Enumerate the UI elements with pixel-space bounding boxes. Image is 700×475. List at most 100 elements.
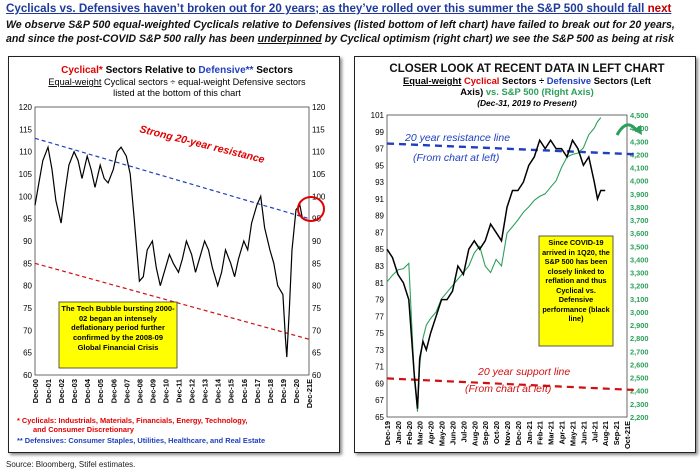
- right-support-label: 20 year support line: [477, 366, 570, 378]
- right-y2tick-label: 3,900: [630, 190, 649, 199]
- right-chart-title: CLOSER LOOK AT RECENT DATA IN LEFT CHART: [389, 63, 664, 75]
- left-xtick-label: Dec-12: [188, 379, 197, 403]
- right-plot-area: 65 67 69 71 73 75 77 79 81 83 85 87 89 91 93 95 97 99 101 2…: [371, 111, 649, 449]
- right-ytick-label: 95: [375, 161, 384, 170]
- right-y2tick-label: 3,700: [630, 216, 649, 225]
- left-support-line: [34, 262, 310, 340]
- right-xtick-label: Sep-21: [612, 421, 621, 445]
- right-ytick-label: 71: [375, 363, 384, 372]
- left-xtick-label: Dec-01: [44, 379, 53, 403]
- left-ytick-label-right: 100: [312, 192, 326, 201]
- right-y2tick-label: 2,500: [630, 374, 649, 383]
- left-xtick-label: Dec-11: [175, 379, 184, 403]
- right-plot-frame: [386, 114, 628, 418]
- right-xtick-label: Jan-21: [525, 421, 534, 444]
- left-ytick-label: 105: [19, 170, 33, 179]
- right-xtick-label: Apr-21: [558, 421, 567, 444]
- right-xtick-label: Jun-20: [448, 421, 457, 445]
- right-y2tick-label: 2,600: [630, 360, 649, 369]
- right-chart-subtitle-2: Axis) vs. S&P 500 (Right Axis): [460, 86, 593, 97]
- right-xtick-label: Feb-21: [536, 421, 545, 445]
- right-chart-panel: CLOSER LOOK AT RECENT DATA IN LEFT CHART…: [354, 56, 696, 453]
- footnote-defensives: ** Defensives: Consumer Staples, Utiliti…: [17, 436, 265, 445]
- left-xtick-label: Dec-09: [148, 379, 157, 403]
- left-ytick-label-right: 80: [312, 282, 321, 291]
- right-ytick-label: 87: [375, 228, 384, 237]
- right-ytick-label: 91: [375, 195, 384, 204]
- left-xtick-label: Dec-17: [253, 379, 262, 403]
- left-xtick-label: Dec-21E: [305, 379, 314, 408]
- left-chart-subtitle: Equal-weight Cyclical sectors ÷ equal-we…: [48, 77, 306, 87]
- left-chart-subtitle-2: listed at the bottom of this chart: [113, 88, 241, 98]
- left-xtick-label: Dec-08: [135, 379, 144, 403]
- right-callout-box: [538, 235, 614, 347]
- left-ytick-label: 120: [19, 103, 33, 112]
- right-xtick-label: Aug-20: [470, 421, 479, 446]
- right-y2tick-label: 2,200: [630, 413, 649, 422]
- right-resistance-label: 20 year resistance line: [404, 132, 510, 144]
- right-y2tick-label: 3,200: [630, 282, 649, 291]
- right-y2tick-label: 2,700: [630, 347, 649, 356]
- left-ytick-label-right: 65: [312, 349, 321, 358]
- left-ytick-label: 100: [19, 192, 33, 201]
- left-ytick-label: 90: [23, 237, 32, 246]
- left-ytick-label-right: 115: [312, 125, 325, 134]
- right-y2tick-label: 3,600: [630, 229, 649, 238]
- left-ytick-label-right: 85: [312, 259, 321, 268]
- right-y2tick-label: 2,400: [630, 387, 649, 396]
- left-ytick-label-right: 110: [312, 148, 325, 157]
- right-y2tick-label: 4,000: [630, 177, 649, 186]
- left-xtick-label: Dec-13: [201, 379, 210, 403]
- left-xtick-label: Dec-10: [161, 379, 170, 403]
- right-ytick-label: 101: [371, 111, 385, 120]
- right-xtick-label: Nov-20: [503, 421, 512, 446]
- right-y2tick-label: 2,800: [630, 334, 649, 343]
- left-callout-text: The Tech Bubble bursting 2000-02 began a…: [61, 304, 175, 352]
- left-xtick-label: Dec-15: [227, 379, 236, 403]
- right-y2tick-label: 3,500: [630, 242, 649, 251]
- left-xtick-label: Dec-18: [266, 379, 275, 403]
- left-ytick-label: 75: [23, 304, 32, 313]
- right-xtick-label: Jan-20: [394, 421, 403, 444]
- left-xtick-label: Dec-00: [31, 379, 40, 403]
- left-ytick-label: 65: [23, 349, 32, 358]
- right-xtick-label: Jun-21: [579, 421, 588, 445]
- left-ratio-series-line: [34, 144, 304, 358]
- right-ytick-label: 79: [375, 296, 384, 305]
- right-y2tick-label: 2,300: [630, 400, 649, 409]
- right-xtick-label: Aug-21: [601, 421, 610, 446]
- right-ytick-label: 89: [375, 212, 384, 221]
- page-subtitle-line1: We observe S&P 500 equal-weighted Cyclic…: [6, 19, 675, 31]
- left-ytick-label: 80: [23, 282, 32, 291]
- right-ytick-label: 69: [375, 379, 384, 388]
- right-y2tick-label: 2,900: [630, 321, 649, 330]
- right-ytick-label: 65: [375, 413, 384, 422]
- right-ytick-label: 93: [375, 178, 384, 187]
- left-xtick-label: Dec-03: [70, 379, 79, 403]
- right-ytick-label: 83: [375, 262, 384, 271]
- right-ytick-label: 73: [375, 346, 384, 355]
- right-xtick-label: Dec-19: [383, 421, 392, 445]
- right-xtick-label: Feb-20: [405, 421, 414, 445]
- right-callout-text: Since COVID-19 arrived in 1Q20, the S&P …: [542, 238, 610, 323]
- left-plot-frame: [34, 106, 310, 376]
- footnote-cyclicals: * Cyclicals: Industrials, Materials, Fin…: [17, 416, 247, 425]
- right-support-line: [386, 377, 638, 392]
- right-y2tick-label: 3,400: [630, 255, 649, 264]
- right-y2tick-label: 4,200: [630, 150, 649, 159]
- left-ytick-label: 95: [23, 215, 32, 224]
- left-chart-title: Cyclical* Sectors Relative to Defensive*…: [61, 65, 293, 76]
- left-xtick-label: Dec-07: [122, 379, 131, 403]
- right-ytick-label: 97: [375, 145, 384, 154]
- left-chart-panel: Cyclical* Sectors Relative to Defensive*…: [8, 56, 340, 453]
- left-ytick-label-right: 75: [312, 304, 321, 313]
- right-xtick-label: Oct-21E: [623, 421, 632, 449]
- right-xtick-label: Apr-20: [427, 421, 436, 444]
- right-y2tick-label: 3,800: [630, 203, 649, 212]
- left-ytick-label-right: 60: [312, 371, 321, 380]
- right-xtick-label: Dec-20: [514, 421, 523, 445]
- right-y2tick-label: 4,100: [630, 164, 649, 173]
- right-resistance-line: [386, 142, 638, 156]
- page-subtitle-line2: and since the post-COVID S&P 500 rally h…: [6, 33, 675, 45]
